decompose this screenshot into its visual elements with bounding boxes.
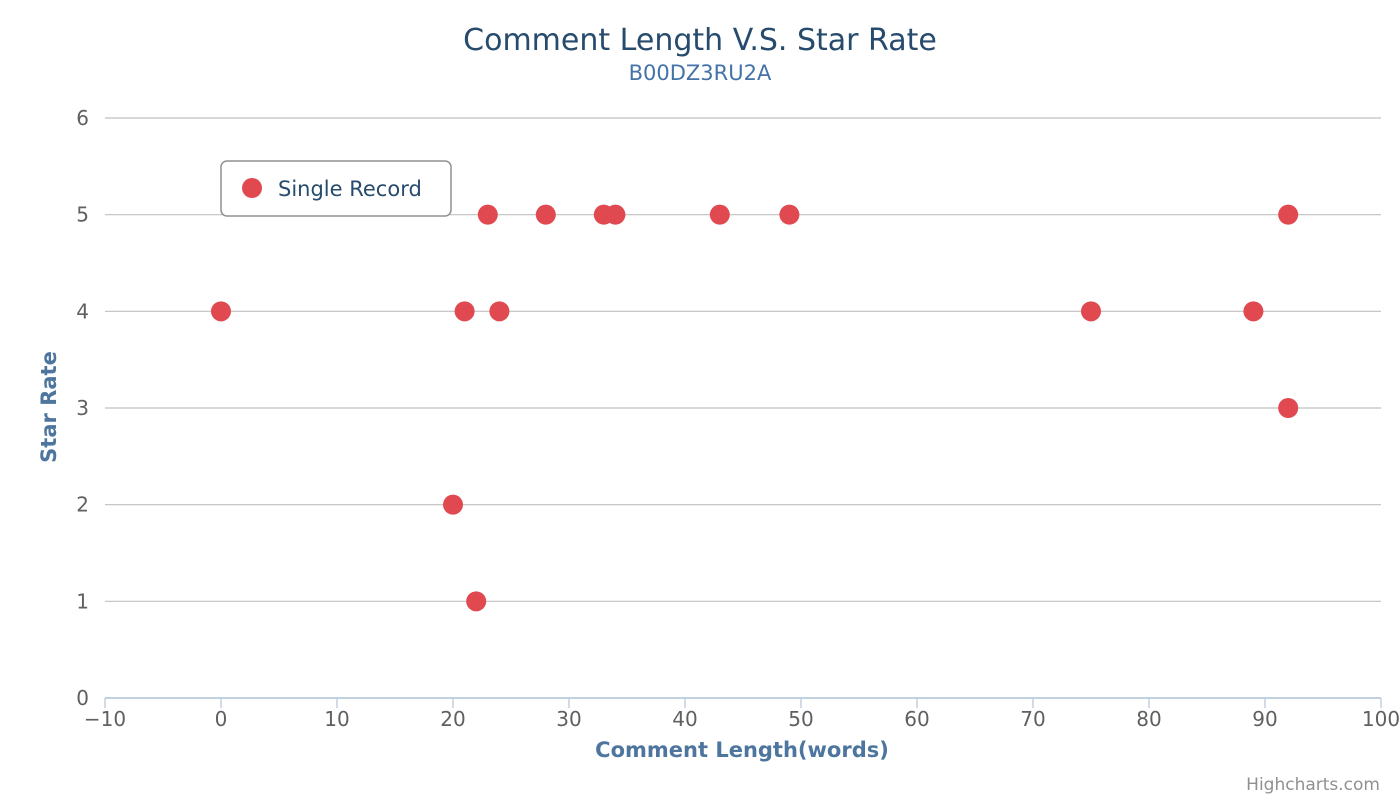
y-tick-label: 1	[76, 589, 89, 613]
data-point[interactable]	[489, 301, 510, 322]
data-point[interactable]	[605, 204, 626, 225]
x-tick-label: 40	[672, 707, 697, 731]
data-point[interactable]	[1081, 301, 1101, 322]
y-tick-label: 4	[76, 299, 89, 323]
data-point[interactable]	[466, 591, 487, 612]
x-tick-label: 50	[788, 707, 813, 731]
y-axis-tick-labels: 0 1 2 3 4 5 6	[76, 106, 89, 710]
y-tick-label: 5	[76, 203, 89, 227]
legend[interactable]: Single Record	[220, 160, 452, 217]
y-tick-label: 6	[76, 106, 89, 130]
x-axis-tick-labels: −10 0 10 20 30 40 50 60 70 80 90 100	[84, 707, 1400, 731]
chart-subtitle: B00DZ3RU2A	[629, 61, 772, 85]
x-tick-label: 60	[904, 707, 929, 731]
y-tick-label: 2	[76, 493, 89, 517]
x-tick-label: 20	[440, 707, 465, 731]
x-tick-label: 0	[215, 707, 228, 731]
x-axis-ticks	[104, 698, 1382, 708]
credits-link[interactable]: Highcharts.com	[1246, 775, 1380, 795]
x-tick-label: 70	[1020, 707, 1045, 731]
data-point[interactable]	[1278, 204, 1299, 225]
legend-box	[220, 160, 452, 217]
x-tick-label: −10	[84, 707, 126, 731]
x-axis-title: Comment Length(words)	[595, 738, 889, 762]
x-tick-label: 30	[556, 707, 581, 731]
legend-label-single-record[interactable]: Single Record	[278, 177, 422, 201]
x-tick-label: 90	[1252, 707, 1277, 731]
x-tick-label: 100	[1362, 707, 1400, 731]
data-point[interactable]	[709, 204, 730, 225]
x-tick-label: 80	[1136, 707, 1161, 731]
chart-title: Comment Length V.S. Star Rate	[463, 23, 937, 58]
data-point[interactable]	[443, 494, 463, 515]
x-tick-label: 10	[324, 707, 349, 731]
data-point[interactable]	[535, 204, 556, 225]
data-point[interactable]	[1243, 301, 1264, 322]
legend-marker-single-record[interactable]	[242, 178, 262, 198]
data-point[interactable]	[477, 204, 498, 225]
data-points	[211, 204, 1299, 612]
y-axis-title: Star Rate	[37, 351, 61, 463]
data-point[interactable]	[779, 204, 800, 225]
y-tick-label: 3	[76, 396, 89, 420]
data-point[interactable]	[1278, 398, 1299, 418]
data-point[interactable]	[454, 301, 475, 322]
data-point[interactable]	[211, 301, 231, 322]
y-tick-label: 0	[76, 686, 89, 710]
